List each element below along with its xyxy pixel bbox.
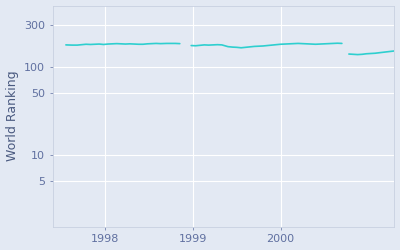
Y-axis label: World Ranking: World Ranking — [6, 71, 18, 162]
